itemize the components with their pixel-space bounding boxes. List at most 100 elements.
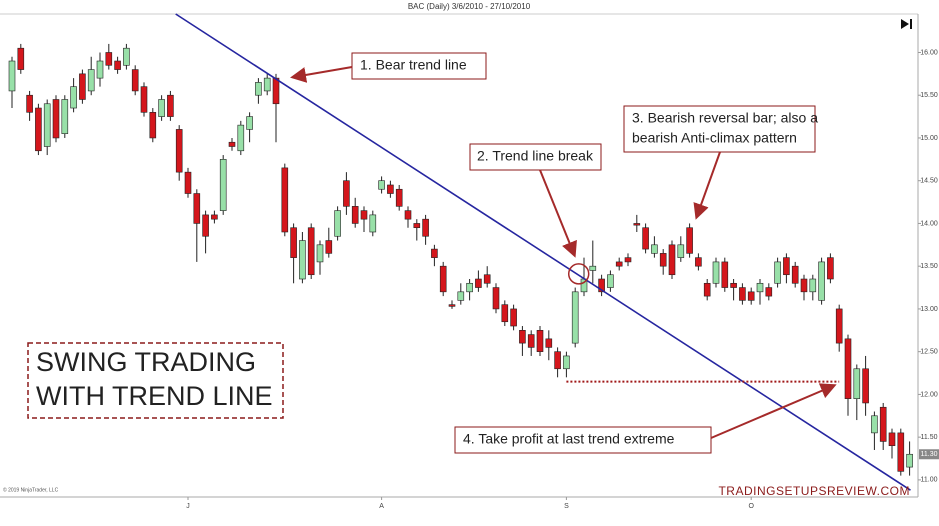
arrow xyxy=(290,66,353,83)
arrow xyxy=(710,383,837,439)
candle-body xyxy=(307,227,315,276)
candle-body xyxy=(228,141,236,147)
candle-body xyxy=(96,60,104,79)
candle-body xyxy=(87,69,95,92)
candle-body xyxy=(79,73,86,100)
candle-body xyxy=(255,82,262,96)
candle-body xyxy=(853,368,861,399)
candle-body xyxy=(439,265,447,293)
candle-body xyxy=(492,287,500,310)
candle-body xyxy=(501,304,509,323)
candle-body xyxy=(184,171,192,194)
x-tick-label: J xyxy=(186,503,190,510)
candle-body xyxy=(413,223,421,229)
candle-body xyxy=(536,330,544,352)
candle-body xyxy=(703,282,711,297)
candle-body xyxy=(615,261,623,267)
arrow xyxy=(539,169,577,258)
candle-body xyxy=(158,99,165,117)
candle-body xyxy=(26,94,33,113)
play-icon[interactable] xyxy=(901,19,912,29)
y-tick-label: 16.00 xyxy=(920,49,938,56)
candle-body xyxy=(395,188,403,207)
candle-body xyxy=(343,180,350,207)
candle-body xyxy=(70,86,77,109)
candle-body xyxy=(800,278,808,293)
candle-body xyxy=(651,244,658,254)
candle-body xyxy=(43,103,51,147)
x-tick-label: O xyxy=(748,503,754,510)
candle-body xyxy=(325,240,333,254)
candle-body xyxy=(483,274,491,284)
candle-body xyxy=(563,355,570,370)
candle-body xyxy=(316,244,324,263)
candle-body xyxy=(897,432,905,472)
candle-body xyxy=(219,159,227,211)
candle-body xyxy=(871,415,878,434)
candle-body xyxy=(140,86,148,113)
candle-body xyxy=(712,261,720,284)
trend-line xyxy=(175,13,911,491)
candle-body xyxy=(827,257,834,280)
candle-body xyxy=(809,278,817,293)
y-tick-label: 15.00 xyxy=(920,135,938,142)
candle-body xyxy=(457,291,465,301)
candle-body xyxy=(387,184,394,194)
candle-body xyxy=(783,257,790,276)
candle-body xyxy=(290,227,297,258)
candle-body xyxy=(791,265,799,284)
candle-body xyxy=(369,214,377,233)
candle-body xyxy=(378,180,385,190)
candle-body xyxy=(448,304,456,307)
candle-body xyxy=(774,261,781,284)
candle-body xyxy=(17,47,25,70)
candle-body xyxy=(131,69,139,92)
candle-body xyxy=(695,257,702,267)
x-tick-label: A xyxy=(379,503,384,510)
y-tick-label: 11.00 xyxy=(921,477,938,484)
candle-body xyxy=(510,308,517,327)
callout-text: 1. Bear trend line xyxy=(360,57,467,73)
candle-body xyxy=(879,406,887,442)
callout-box xyxy=(623,105,816,153)
candle-body xyxy=(730,282,737,288)
candle-body xyxy=(281,167,289,233)
headline-box xyxy=(27,342,284,419)
candle-body xyxy=(167,94,174,117)
candle-body xyxy=(862,368,869,404)
callout-box xyxy=(454,426,712,454)
candle-body xyxy=(114,60,121,70)
candle-body xyxy=(633,223,641,226)
x-tick-label: S xyxy=(564,503,569,510)
candle-body xyxy=(246,116,253,130)
candle-body xyxy=(61,99,69,134)
candle-body xyxy=(519,330,526,344)
candle-body xyxy=(8,60,16,92)
candle-body xyxy=(527,334,535,348)
y-tick-label: 14.50 xyxy=(920,178,938,185)
candle-body xyxy=(624,257,632,263)
candle-body xyxy=(818,261,825,301)
callout-text: bearish Anti-climax pattern xyxy=(632,130,797,146)
candle-body xyxy=(202,214,209,237)
candle-body xyxy=(642,227,649,250)
candle-body xyxy=(835,308,843,344)
callout-text: 2. Trend line break xyxy=(477,148,594,164)
copyright: © 2019 NinjaTrader, LLC xyxy=(3,486,59,493)
watermark: TRADINGSETUPSREVIEW.COM xyxy=(718,484,910,498)
candle-body xyxy=(888,432,896,447)
candle-body xyxy=(598,278,605,293)
candle-body xyxy=(765,287,773,297)
candle-body xyxy=(149,112,157,139)
last-price-label: 11.30 xyxy=(921,451,938,458)
candle-body xyxy=(589,265,597,271)
callout-text: 4. Take profit at last trend extreme xyxy=(463,431,675,447)
candle-body xyxy=(334,210,341,237)
callout-box xyxy=(351,52,487,80)
y-tick-label: 12.50 xyxy=(920,349,938,356)
chart-title: BAC (Daily) 3/6/2010 - 27/10/2010 xyxy=(408,2,531,11)
candle-body xyxy=(404,210,412,220)
break-marker xyxy=(567,263,590,285)
headline: WITH TREND LINE xyxy=(36,381,273,411)
candle-body xyxy=(175,129,183,173)
